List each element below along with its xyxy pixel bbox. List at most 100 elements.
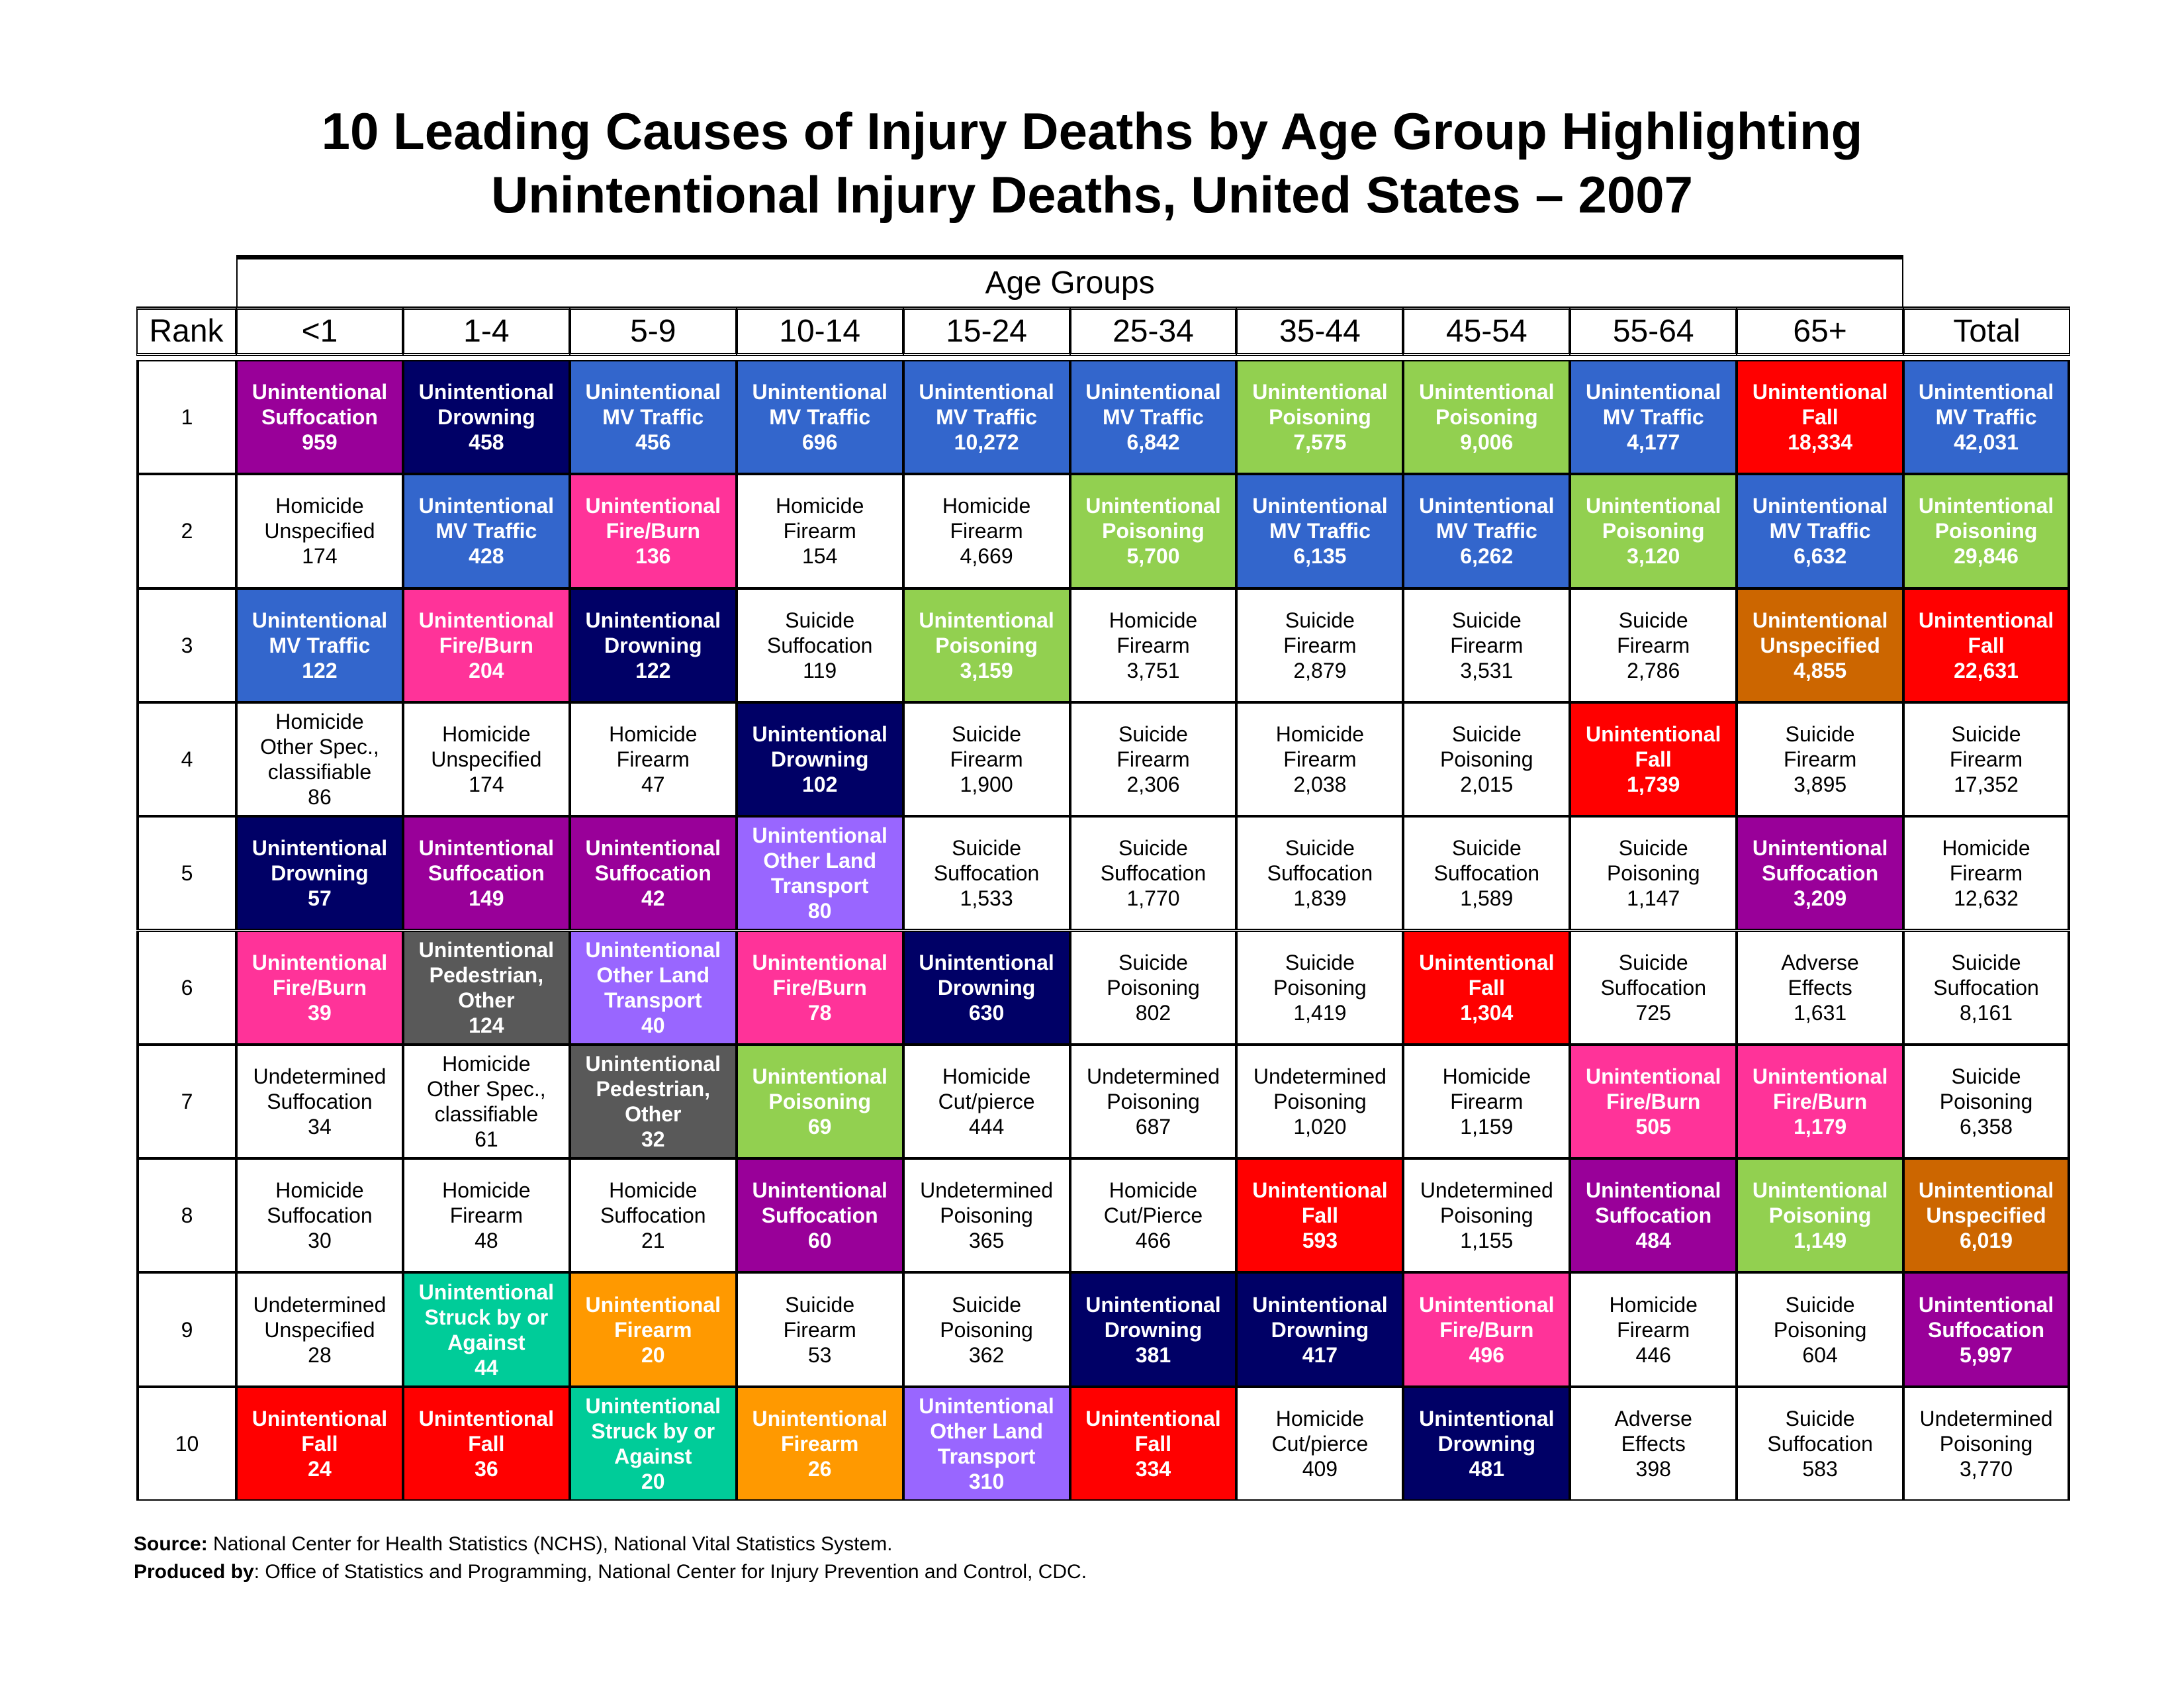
death-count: 444 — [968, 1114, 1005, 1139]
cause-cell: Unintentional MV Traffic 6,262 — [1403, 474, 1570, 588]
cause-text: Homicide — [442, 722, 531, 747]
cause-text: Unintentional — [585, 1292, 721, 1317]
cause-text: Firearm — [449, 1203, 523, 1228]
cause-text: Other — [625, 1102, 682, 1126]
cause-cell: Homicide Unspecified 174 — [402, 702, 570, 817]
cause-text: Drowning — [770, 747, 869, 772]
cause-text: MV Traffic — [1769, 519, 1871, 543]
cause-text: Fall — [1968, 633, 2005, 657]
death-count: 20 — [641, 1342, 665, 1367]
cause-cell: Unintentional Fire/Burn 136 — [569, 474, 737, 588]
cause-cell: Suicide Suffocation 1,839 — [1236, 816, 1404, 931]
cause-text: Homicide — [1942, 836, 2030, 861]
cause-text: Poisoning — [1269, 405, 1371, 430]
cause-cell: Unintentional Unspecified 4,855 — [1737, 588, 1904, 702]
cause-text: Unintentional — [1252, 1178, 1388, 1203]
cause-text: Against — [614, 1444, 692, 1468]
cause-text: Unspecified — [431, 747, 542, 772]
cause-cell: Suicide Firearm 3,531 — [1403, 588, 1570, 702]
death-count: 1,147 — [1627, 886, 1680, 911]
cause-text: Undetermined — [253, 1064, 387, 1088]
death-count: 39 — [308, 1000, 332, 1025]
cause-text: Fire/Burn — [439, 633, 533, 657]
cause-text: Drowning — [437, 405, 535, 430]
cause-text: Unintentional — [585, 608, 721, 632]
cause-text: Drowning — [937, 975, 1036, 1000]
cause-cell: Unintentional Fall 22,631 — [1903, 588, 2070, 702]
cause-text: Unintentional — [919, 608, 1054, 632]
cause-text: Firearm — [614, 1317, 692, 1342]
cause-text: Fire/Burn — [606, 519, 700, 543]
cause-text: Poisoning — [940, 1203, 1033, 1228]
cause-cell: Unintentional Other Land Transport 40 — [569, 930, 737, 1045]
cause-text: MV Traffic — [1269, 519, 1371, 543]
cause-text: Unintentional — [585, 380, 721, 404]
death-count: 124 — [469, 1013, 504, 1037]
cause-text: MV Traffic — [1435, 519, 1537, 543]
death-count: 4,669 — [960, 544, 1013, 569]
death-count: 310 — [968, 1469, 1005, 1493]
death-count: 3,895 — [1794, 773, 1847, 797]
death-count: 119 — [803, 658, 837, 682]
cause-cell: Suicide Poisoning 362 — [903, 1272, 1070, 1387]
cause-text: Firearm — [950, 747, 1023, 772]
cause-text: Unintentional — [752, 1178, 887, 1203]
death-count: 1,179 — [1794, 1114, 1847, 1139]
footer-line: Source: National Center for Health Stati… — [134, 1530, 1087, 1558]
cause-text: Poisoning — [1939, 1089, 2033, 1113]
cause-text: Adverse — [1781, 950, 1859, 974]
cause-text: Firearm — [616, 747, 690, 772]
cause-text: Homicide — [442, 1051, 531, 1076]
death-count: 17,352 — [1954, 773, 2019, 797]
cause-cell: Undetermined Poisoning 1,020 — [1236, 1044, 1404, 1159]
cause-text: Unintentional — [585, 1051, 721, 1076]
death-count: 604 — [1802, 1342, 1838, 1367]
column-header: 55-64 — [1570, 306, 1737, 356]
death-count: 44 — [475, 1355, 498, 1380]
cause-text: MV Traffic — [936, 405, 1038, 430]
cause-text: Effects — [1788, 975, 1852, 1000]
death-count: 78 — [807, 1000, 832, 1025]
cause-text: Undetermined — [1420, 1178, 1553, 1203]
cause-text: Pedestrian, — [596, 1076, 711, 1101]
cause-text: Cut/pierce — [1271, 1431, 1369, 1456]
cause-cell: Unintentional MV Traffic 6,842 — [1069, 360, 1237, 475]
cause-cell: Unintentional Other Land Transport 310 — [903, 1386, 1070, 1501]
cause-text: Homicide — [442, 1178, 531, 1203]
cause-text: Poisoning — [768, 1089, 871, 1113]
cause-cell: Unintentional Fall 1,304 — [1403, 930, 1570, 1045]
cause-text: Undetermined — [920, 1178, 1054, 1203]
cause-text: Unintentional — [1586, 722, 1721, 747]
cause-cell: Homicide Cut/pierce 444 — [903, 1044, 1070, 1159]
death-count: 136 — [635, 544, 671, 569]
cause-text: Undetermined — [253, 1292, 387, 1317]
death-count: 381 — [1135, 1342, 1171, 1367]
cause-cell: Homicide Cut/Pierce 466 — [1069, 1158, 1237, 1273]
footer-text: National Center for Health Statistics (N… — [207, 1533, 893, 1555]
death-count: 34 — [308, 1114, 332, 1139]
cause-text: Suffocation — [933, 861, 1040, 886]
cause-text: Unintentional — [1419, 380, 1555, 404]
death-count: 496 — [1469, 1342, 1504, 1367]
cause-cell: Undetermined Suffocation 34 — [236, 1044, 403, 1159]
cause-text: Unintentional — [418, 494, 555, 518]
death-count: 60 — [807, 1229, 832, 1253]
death-count: 2,786 — [1627, 658, 1680, 682]
cause-text: Suicide — [1618, 608, 1688, 632]
cause-text: Pedestrian, — [429, 962, 544, 987]
cause-cell: Homicide Cut/pierce 409 — [1236, 1386, 1404, 1501]
death-count: 365 — [968, 1229, 1005, 1253]
cause-cell: Homicide Firearm 12,632 — [1903, 816, 2070, 931]
cause-text: Unintentional — [1586, 1178, 1721, 1203]
death-count: 47 — [641, 773, 665, 797]
cause-text: Unintentional — [1252, 1292, 1388, 1317]
cause-cell: Unintentional Other Land Transport 80 — [736, 816, 903, 931]
cause-cell: Unintentional Suffocation 484 — [1570, 1158, 1737, 1273]
death-count: 6,632 — [1794, 544, 1847, 569]
cause-cell: Unintentional Suffocation 3,209 — [1737, 816, 1904, 931]
cause-cell: Homicide Firearm 47 — [569, 702, 737, 817]
column-header: 25-34 — [1069, 306, 1237, 356]
death-count: 22,631 — [1954, 658, 2019, 682]
cause-text: Poisoning — [1273, 975, 1367, 1000]
cause-text: Firearm — [783, 1317, 856, 1342]
